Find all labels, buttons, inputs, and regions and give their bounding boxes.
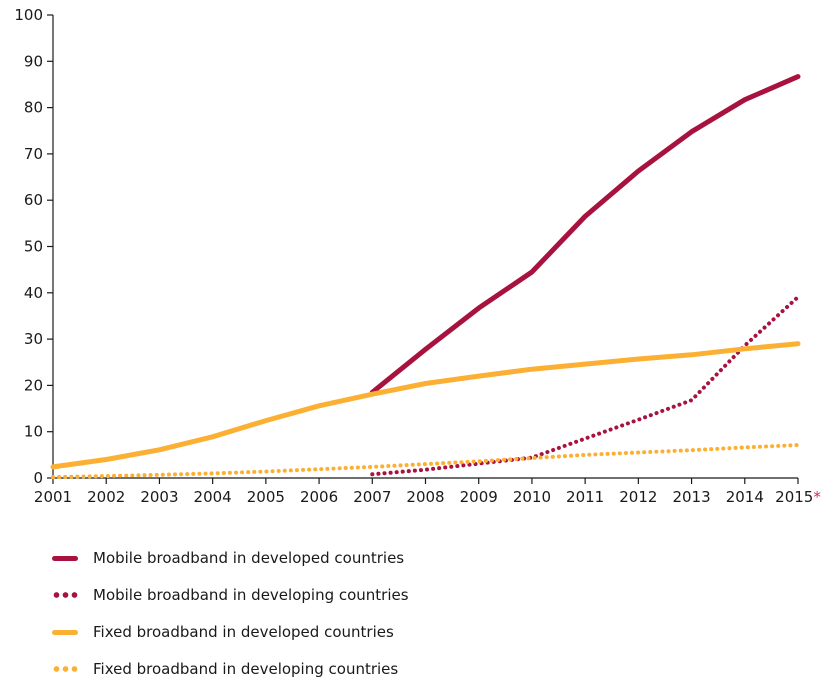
x-tick-label: 2001 xyxy=(34,488,72,506)
x-tick-label: 2005 xyxy=(247,488,285,506)
series-line-2 xyxy=(50,341,801,470)
y-tick-label: 30 xyxy=(24,330,43,348)
legend-label-3: Fixed broadband in developing countries xyxy=(93,660,399,678)
series-line-1 xyxy=(370,295,800,477)
legend-label-2: Fixed broadband in developed countries xyxy=(93,623,394,641)
x-tick-label: 2014 xyxy=(726,488,764,506)
x-tick-label: 2013 xyxy=(672,488,710,506)
x-tick-label: 2008 xyxy=(406,488,444,506)
series-line-3 xyxy=(51,443,800,480)
legend-item-1: Mobile broadband in developing countries xyxy=(52,583,409,607)
x-tick-label: 2004 xyxy=(194,488,232,506)
legend-item-0: Mobile broadband in developed countries xyxy=(52,546,404,570)
axes: 0 10 20 30 40 50 60 70 80 90 100 2001 2002 2003 2004 20… xyxy=(14,6,821,506)
y-tick-label: 20 xyxy=(24,376,43,394)
legend-label-1: Mobile broadband in developing countries xyxy=(93,586,409,604)
legend-swatch-2 xyxy=(52,629,78,635)
x-tick-label: 2007 xyxy=(353,488,391,506)
y-tick-label: 80 xyxy=(24,99,43,117)
x-tick-label: 2011 xyxy=(566,488,604,506)
x-tick-label: 2010 xyxy=(513,488,551,506)
y-tick-label: 40 xyxy=(24,284,43,302)
series-lines xyxy=(50,74,801,480)
y-tick-label: 70 xyxy=(24,145,43,163)
x-tick-label: 2002 xyxy=(87,488,125,506)
legend-label-0: Mobile broadband in developed countries xyxy=(93,549,405,567)
y-tick-label: 50 xyxy=(24,238,43,256)
x-tick-label: 2003 xyxy=(140,488,178,506)
x-tick-label: 2006 xyxy=(300,488,338,506)
y-tick-label: 60 xyxy=(24,191,43,209)
legend-swatch-0 xyxy=(52,555,78,561)
legend-swatch-3 xyxy=(52,666,78,672)
chart: 0 10 20 30 40 50 60 70 80 90 100 2001 2002 2003 2004 20… xyxy=(14,6,821,506)
x-tick-asterisk: * xyxy=(813,488,821,506)
y-tick-label: 0 xyxy=(33,469,43,487)
x-tick-label: 2009 xyxy=(460,488,498,506)
x-tick-label: 2012 xyxy=(619,488,657,506)
series-line-0 xyxy=(369,74,801,395)
legend-swatch-1 xyxy=(52,592,78,598)
x-tick-label: 2015* xyxy=(775,488,821,506)
y-tick-label: 100 xyxy=(14,6,43,24)
legend-item-3: Fixed broadband in developing countries xyxy=(52,657,398,681)
y-tick-label: 10 xyxy=(24,423,43,441)
legend-item-2: Fixed broadband in developed countries xyxy=(52,620,394,644)
y-tick-label: 90 xyxy=(24,52,43,70)
